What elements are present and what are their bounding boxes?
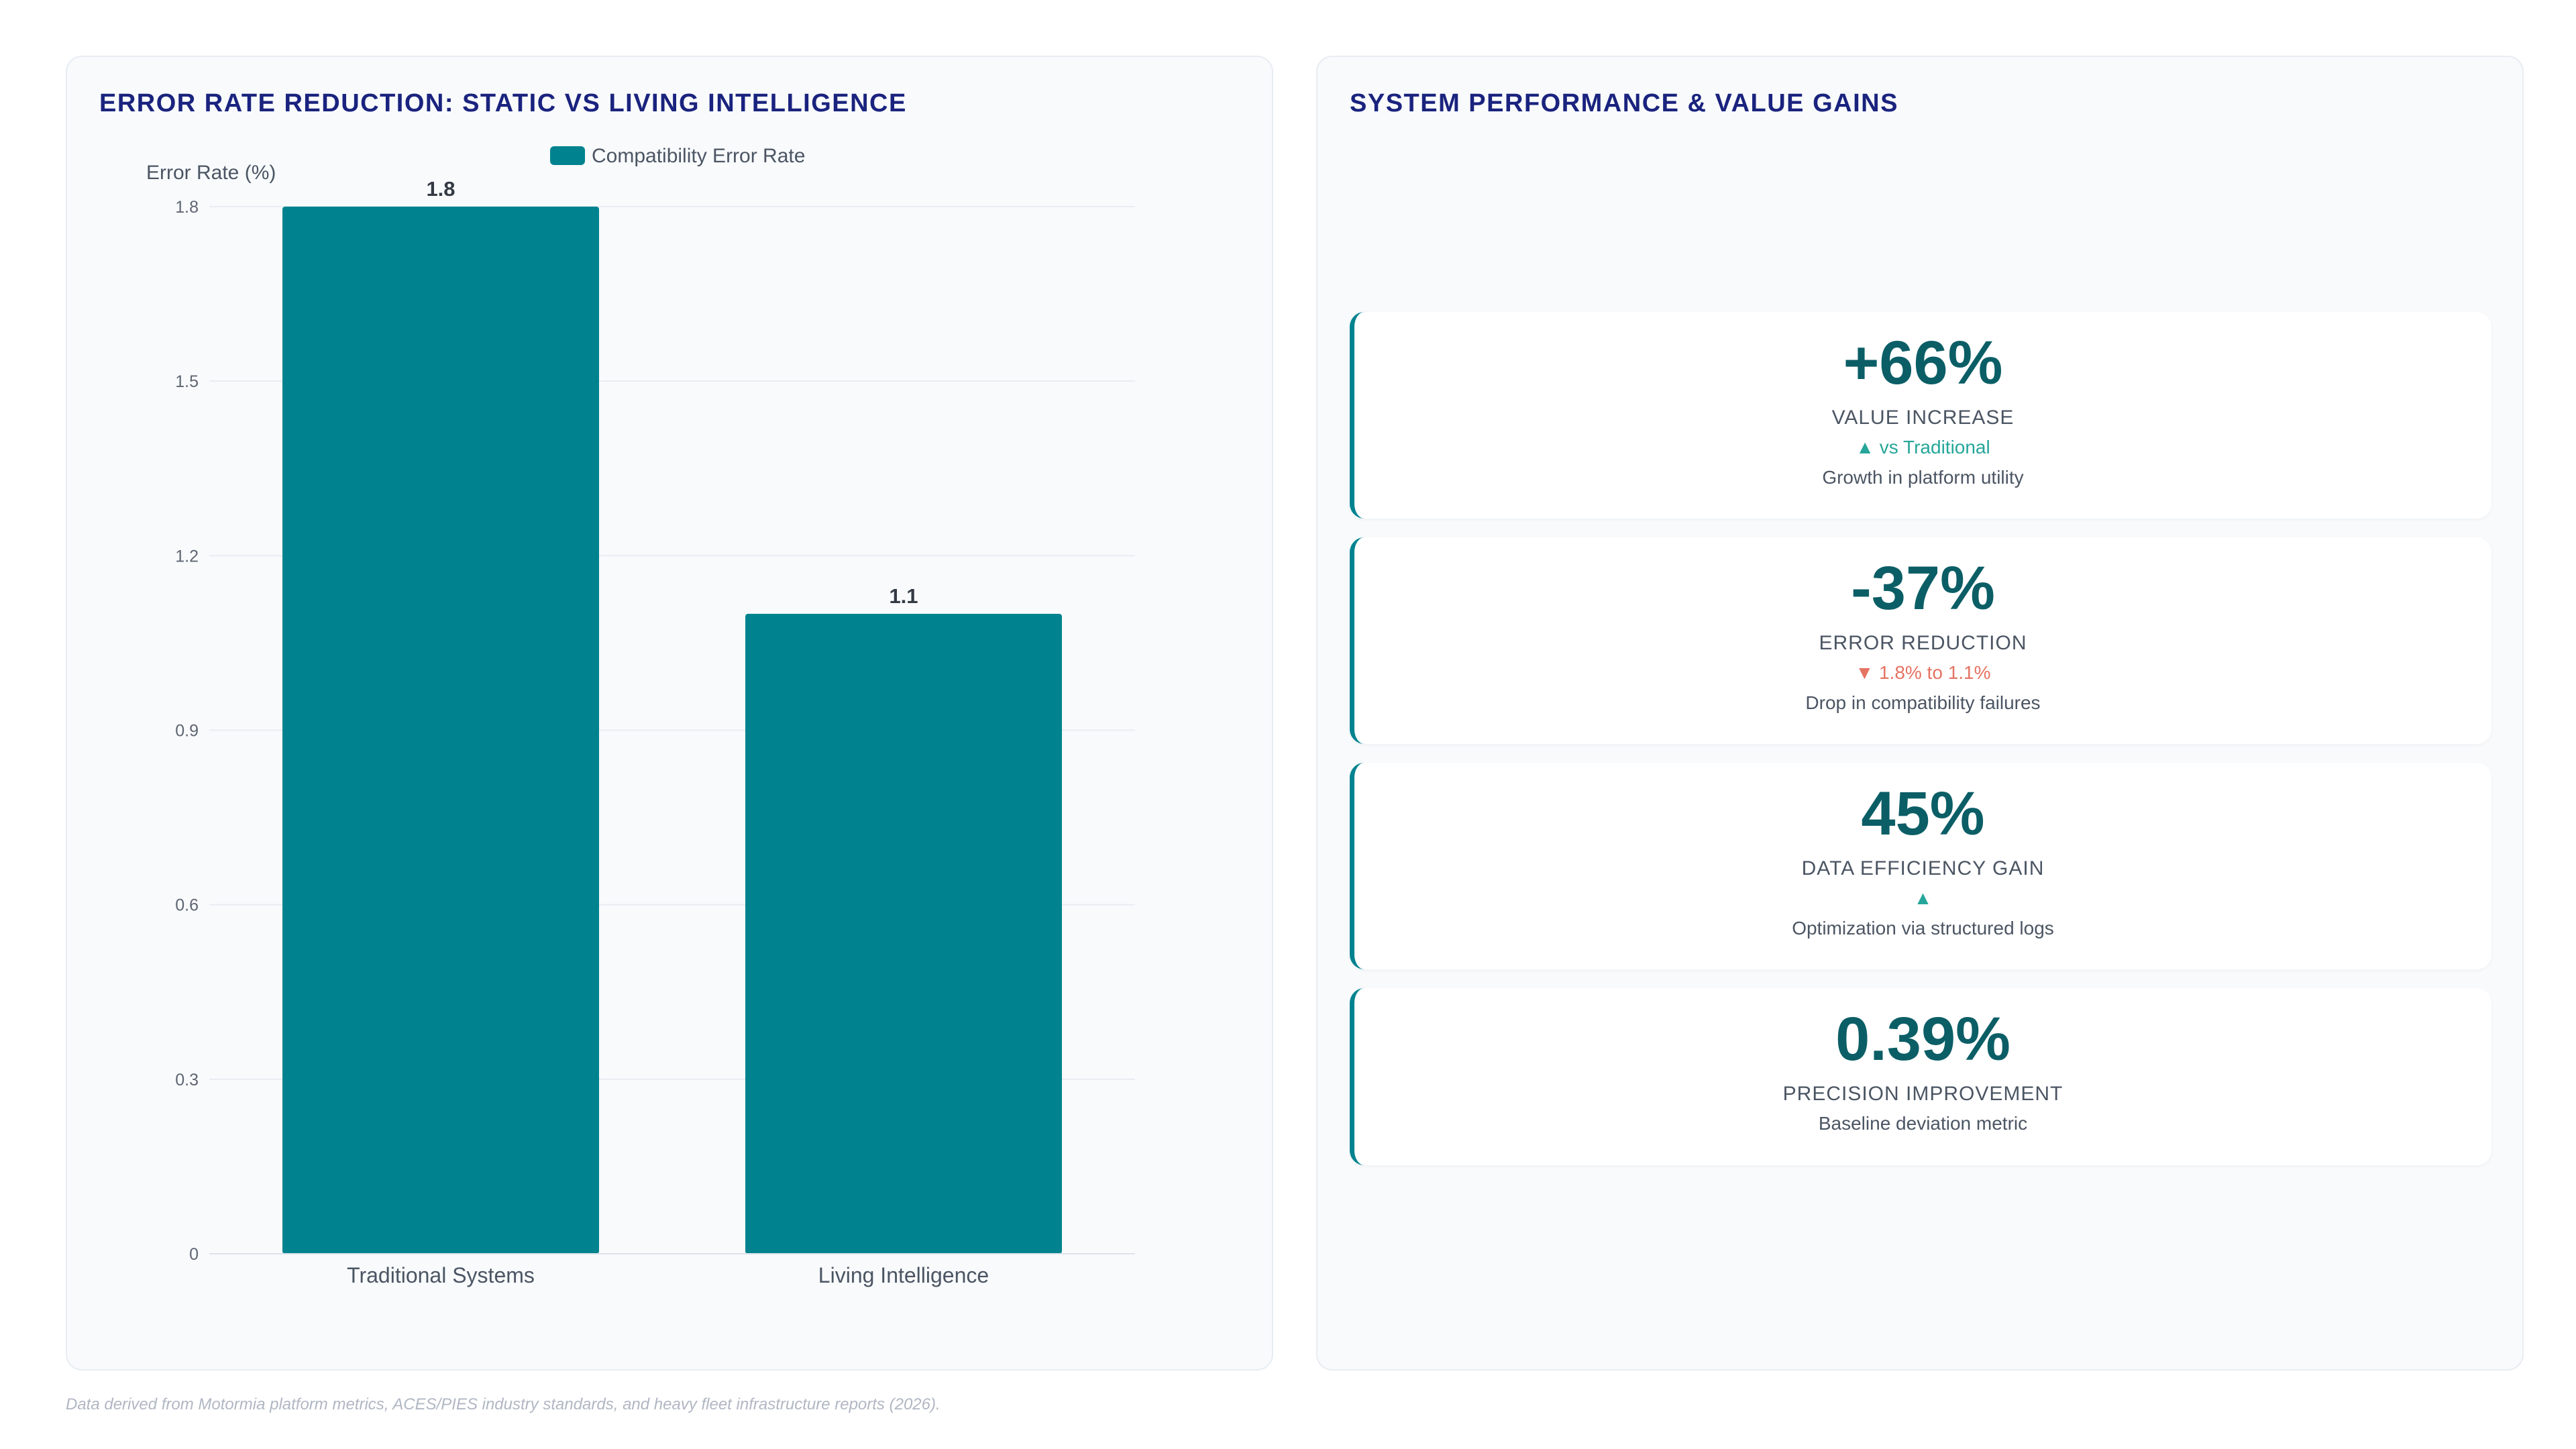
metric-card-value-increase: +66% VALUE INCREASE ▲ vs Traditional Gro… — [1350, 312, 2491, 519]
chart-panel-title: ERROR RATE REDUCTION: STATIC VS LIVING I… — [99, 89, 907, 117]
metric-label: DATA EFFICIENCY GAIN — [1801, 857, 2045, 879]
metric-value: +66% — [1843, 329, 2003, 397]
bar-living-intelligence — [745, 614, 1062, 1254]
metric-trend: ▼ 1.8% to 1.1% — [1855, 662, 1991, 683]
performance-panel: SYSTEM PERFORMANCE & VALUE GAINS +66% VA… — [1316, 56, 2524, 1371]
metric-label: VALUE INCREASE — [1831, 407, 2015, 429]
y-tick-label: 0 — [189, 1245, 199, 1264]
y-axis-label: Error Rate (%) — [146, 162, 276, 184]
error-rate-chart-panel: ERROR RATE REDUCTION: STATIC VS LIVING I… — [66, 56, 1273, 1371]
metric-card-precision-improvement: 0.39% PRECISION IMPROVEMENT Baseline dev… — [1350, 988, 2491, 1165]
metric-label: PRECISION IMPROVEMENT — [1782, 1083, 2063, 1105]
metric-label: ERROR REDUCTION — [1819, 632, 2027, 654]
x-tick-label: Traditional Systems — [347, 1263, 535, 1287]
metric-value: -37% — [1851, 554, 1995, 623]
metric-value: 0.39% — [1835, 1005, 2010, 1073]
source-footnote: Data derived from Motormia platform metr… — [66, 1395, 941, 1413]
legend-swatch — [550, 146, 585, 165]
metric-card-error-reduction: -37% ERROR REDUCTION ▼ 1.8% to 1.1% Drop… — [1350, 537, 2491, 744]
bar-data-label: 1.1 — [889, 584, 918, 608]
metric-description: Optimization via structured logs — [1792, 918, 2054, 938]
metric-card-data-efficiency: 45% DATA EFFICIENCY GAIN ▲ Optimization … — [1350, 763, 2491, 969]
metric-trend: ▲ — [1913, 888, 1933, 908]
y-tick-label: 0.3 — [175, 1071, 199, 1089]
y-tick-label: 0.6 — [175, 896, 199, 915]
y-tick-label: 1.5 — [175, 372, 199, 391]
metric-description: Baseline deviation metric — [1818, 1113, 2028, 1134]
y-tick-label: 1.8 — [175, 198, 199, 217]
x-tick-label: Living Intelligence — [818, 1263, 989, 1287]
y-tick-label: 1.2 — [175, 547, 199, 566]
legend-label: Compatibility Error Rate — [592, 145, 805, 167]
metric-description: Growth in platform utility — [1822, 467, 2024, 488]
metric-trend: ▲ vs Traditional — [1856, 437, 1990, 458]
performance-panel-title: SYSTEM PERFORMANCE & VALUE GAINS — [1350, 89, 1898, 117]
metric-description: Drop in compatibility failures — [1805, 692, 2041, 713]
bar-traditional-systems — [282, 207, 599, 1254]
y-tick-label: 0.9 — [175, 722, 199, 741]
bar-data-label: 1.8 — [426, 177, 455, 201]
error-rate-bar-chart: 0 0.3 0.6 0.9 1.2 1.5 1.8 Error Rate (%) Compati… — [146, 145, 1135, 1287]
metric-value: 45% — [1861, 780, 1985, 848]
